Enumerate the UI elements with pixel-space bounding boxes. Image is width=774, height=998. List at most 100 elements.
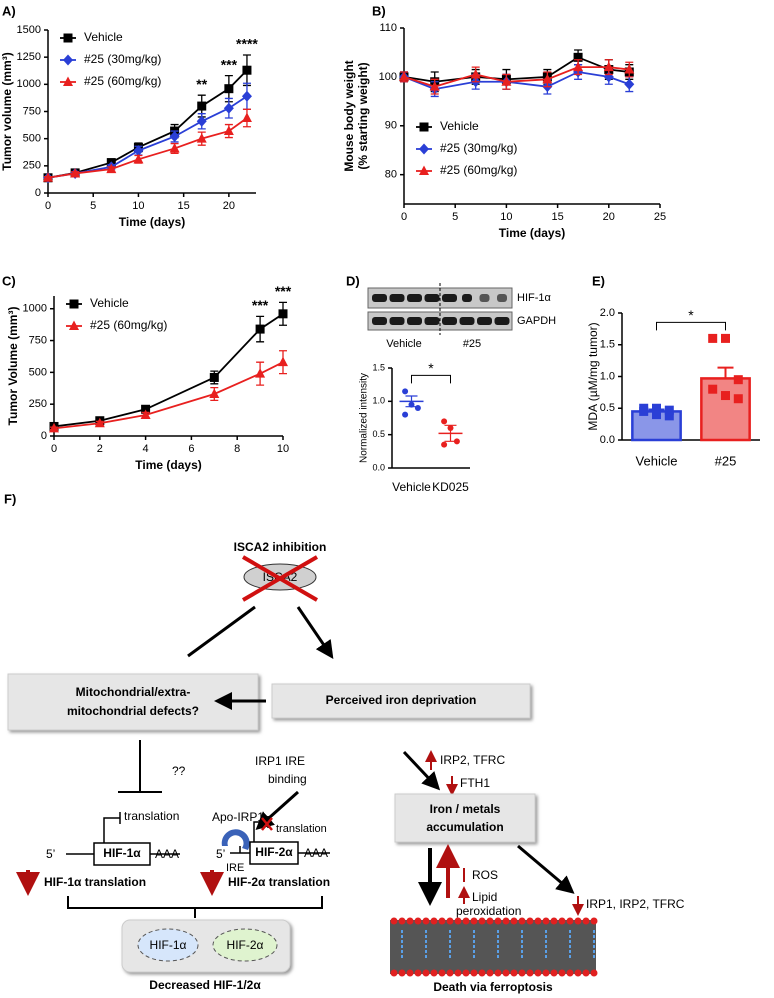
blot-band bbox=[477, 317, 492, 325]
data-point bbox=[441, 418, 448, 425]
marker bbox=[209, 388, 220, 398]
marker bbox=[603, 61, 614, 72]
y-tick-label: 250 bbox=[23, 160, 41, 172]
y-tick-label: 500 bbox=[23, 133, 41, 145]
x-axis-label: Time (days) bbox=[499, 226, 565, 240]
lipid-head bbox=[446, 917, 454, 925]
data-point bbox=[733, 394, 743, 404]
label: 5’ bbox=[46, 847, 55, 861]
marker bbox=[624, 64, 635, 74]
series-line bbox=[47, 117, 248, 179]
data-point bbox=[708, 384, 718, 394]
lipid-head bbox=[414, 917, 422, 925]
legend-label: #25 (60mg/kg) bbox=[440, 163, 517, 177]
x-tick-label: 8 bbox=[234, 443, 240, 455]
y-axis-label: Tumor Volume (mm³) bbox=[6, 307, 20, 426]
lipid-head bbox=[558, 917, 566, 925]
label: IRE bbox=[226, 862, 244, 874]
x-tick-label: 4 bbox=[143, 443, 149, 455]
legend-marker bbox=[69, 299, 79, 309]
significance-bracket bbox=[411, 374, 451, 384]
x-tick-label: 10 bbox=[500, 211, 512, 223]
marker bbox=[133, 145, 144, 157]
label: HIF-2α bbox=[227, 938, 264, 952]
marker bbox=[542, 73, 553, 84]
blot-band bbox=[462, 294, 472, 302]
lipid-head bbox=[566, 917, 574, 925]
y-tick-label: 0 bbox=[35, 187, 41, 199]
data-point bbox=[414, 405, 421, 411]
blot-band bbox=[442, 294, 457, 302]
cross bbox=[241, 555, 319, 602]
panel-label: A) bbox=[2, 3, 16, 18]
marker bbox=[501, 76, 512, 86]
gene-box bbox=[249, 841, 299, 865]
lipid-head bbox=[550, 917, 558, 925]
lipid-head bbox=[494, 969, 502, 977]
label: Apo-IRP1 bbox=[212, 810, 264, 824]
arrow bbox=[402, 750, 441, 791]
lipid-head bbox=[398, 969, 406, 977]
data-point bbox=[652, 403, 661, 413]
legend-label: #25 (30mg/kg) bbox=[440, 141, 517, 155]
blot-band bbox=[459, 317, 475, 325]
lipid-head bbox=[390, 969, 398, 977]
lipid-head bbox=[486, 917, 494, 925]
series-line bbox=[53, 361, 284, 430]
box bbox=[394, 793, 536, 843]
label: Lipid bbox=[472, 890, 497, 904]
label: translation bbox=[124, 809, 179, 823]
series-line bbox=[53, 313, 284, 428]
panel-label: D) bbox=[346, 273, 360, 288]
lipid-head bbox=[542, 969, 550, 977]
node bbox=[137, 928, 199, 962]
bracket bbox=[67, 896, 323, 918]
x-tick-label: 15 bbox=[178, 200, 190, 212]
marker bbox=[197, 101, 207, 111]
blot-band bbox=[479, 294, 490, 302]
marker bbox=[255, 368, 266, 378]
blot-label: GAPDH bbox=[517, 315, 556, 327]
lipid-head bbox=[590, 969, 598, 977]
gene-box bbox=[93, 842, 151, 866]
lipid-head bbox=[526, 917, 534, 925]
marker bbox=[141, 404, 151, 414]
inhibition-bar bbox=[118, 740, 162, 793]
membrane-body bbox=[390, 920, 596, 974]
label: AAA bbox=[155, 847, 179, 861]
x-tick-label: 10 bbox=[277, 443, 289, 455]
lipid-head bbox=[582, 917, 590, 925]
significance-label: *** bbox=[221, 56, 238, 72]
y-tick-label: 500 bbox=[29, 366, 47, 378]
y-tick-label: 0.5 bbox=[600, 402, 615, 414]
y-tick-label: 110 bbox=[379, 22, 397, 34]
cross bbox=[261, 817, 273, 831]
marker bbox=[399, 71, 409, 81]
lipid-head bbox=[462, 917, 470, 925]
label: Decreased HIF-1/2α bbox=[149, 978, 261, 992]
y-tick-label: 80 bbox=[385, 169, 397, 181]
data-point bbox=[652, 410, 661, 420]
lipid-head bbox=[454, 917, 462, 925]
lipid-head bbox=[566, 969, 574, 977]
legend-marker bbox=[419, 165, 429, 175]
marker bbox=[242, 65, 252, 75]
lipid-head bbox=[438, 969, 446, 977]
y-axis-label: MDA (µM/mg tumor) bbox=[586, 322, 600, 430]
lipid-head bbox=[454, 969, 462, 977]
significance-bracket bbox=[656, 321, 726, 331]
marker bbox=[241, 90, 252, 102]
y-axis-label: Normalized intensity bbox=[359, 373, 370, 463]
label: translation bbox=[276, 823, 327, 835]
data-point bbox=[447, 425, 454, 431]
marker bbox=[43, 172, 53, 182]
lipid-head bbox=[542, 917, 550, 925]
x-tick-label: 20 bbox=[603, 211, 615, 223]
significance-label: **** bbox=[236, 36, 258, 52]
y-tick-label: 750 bbox=[23, 105, 41, 117]
lipid-head bbox=[494, 917, 502, 925]
lipid-head bbox=[502, 917, 510, 925]
x-tick-label: #25 bbox=[715, 453, 737, 468]
